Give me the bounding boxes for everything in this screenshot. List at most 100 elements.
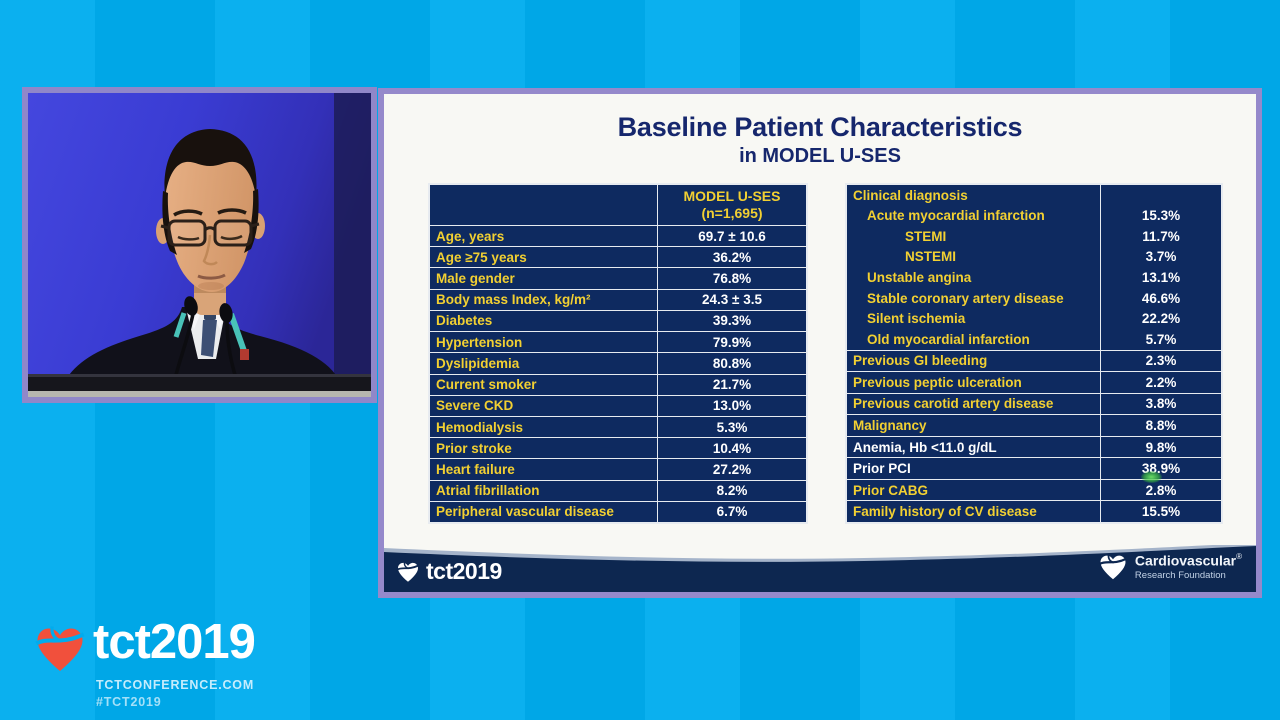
row-value: 36.2% bbox=[712, 249, 752, 265]
table-row: Male gender 76.8% bbox=[430, 267, 806, 289]
baseline-table-right: Clinical diagnosis Acute myocardial infa… bbox=[845, 183, 1223, 524]
group-header-value bbox=[1101, 185, 1221, 206]
row-label: Severe CKD bbox=[430, 395, 658, 416]
row-label: Anemia, Hb <11.0 g/dL bbox=[847, 436, 1101, 458]
hair-side-right bbox=[244, 189, 259, 253]
row-value: 9.8% bbox=[1145, 439, 1177, 455]
row-value: 69.7 ± 10.6 bbox=[698, 228, 766, 244]
row-label: Previous peptic ulceration bbox=[847, 372, 1101, 393]
crf-logo: Cardiovascular® Research Foundation bbox=[1098, 553, 1242, 581]
row-label: Malignancy bbox=[847, 415, 1101, 436]
row-value: 21.7% bbox=[712, 377, 752, 393]
table-header-row: MODEL U-SES (n=1,695) bbox=[430, 185, 806, 225]
row-label: Previous GI bleeding bbox=[847, 350, 1101, 372]
eyebrow-right bbox=[217, 208, 247, 215]
table-row: Family history of CV disease 15.5% bbox=[847, 500, 1221, 522]
tct-heart-icon bbox=[397, 561, 419, 582]
row-label: Silent ischemia bbox=[847, 308, 1101, 329]
table-row: Prior PCI 38.9% bbox=[847, 457, 1221, 479]
row-label: Male gender bbox=[430, 268, 658, 289]
slide-title: Baseline Patient Characteristics bbox=[617, 112, 1023, 142]
table-row: Anemia, Hb <11.0 g/dL 9.8% bbox=[847, 435, 1221, 458]
row-label: Stable coronary artery disease bbox=[847, 287, 1101, 309]
crf-heart-icon bbox=[1099, 554, 1127, 580]
group-header-row: Clinical diagnosis bbox=[847, 185, 1221, 206]
laser-pointer-dot bbox=[1141, 471, 1162, 483]
row-value: 80.8% bbox=[712, 355, 752, 371]
presenter-video-panel bbox=[22, 87, 377, 403]
row-label: Hemodialysis bbox=[430, 416, 658, 438]
table-row: Heart failure 27.2% bbox=[430, 458, 806, 480]
row-label: Hypertension bbox=[430, 332, 658, 353]
event-url: TCTCONFERENCE.COM bbox=[96, 678, 255, 692]
lanyard-strap bbox=[228, 313, 247, 352]
table-row: Age, years 69.7 ± 10.6 bbox=[430, 225, 806, 247]
table-row: NSTEMI 3.7% bbox=[847, 246, 1221, 268]
event-wordmark: tct2019 bbox=[93, 615, 256, 669]
podium-base bbox=[28, 391, 371, 397]
column-header-line1: MODEL U-SES bbox=[683, 187, 781, 204]
table-row: Previous GI bleeding 2.3% bbox=[847, 349, 1221, 372]
mic-head-right bbox=[219, 303, 233, 323]
table-row: Peripheral vascular disease 6.7% bbox=[430, 500, 806, 523]
row-label: Diabetes bbox=[430, 310, 658, 332]
row-label: Current smoker bbox=[430, 374, 658, 395]
row-label: Age ≥75 years bbox=[430, 247, 658, 268]
row-value: 13.0% bbox=[712, 398, 752, 414]
row-value: 15.3% bbox=[1141, 208, 1181, 224]
slide-footer: tct2019 Cardiovascular® Research Foundat… bbox=[384, 545, 1256, 592]
row-value: 39.3% bbox=[712, 313, 752, 329]
table-row: STEMI 11.7% bbox=[847, 226, 1221, 247]
group-header-label: Clinical diagnosis bbox=[847, 185, 1101, 206]
row-value: 5.7% bbox=[1145, 331, 1177, 347]
row-label: Age, years bbox=[430, 226, 658, 247]
presenter-tie bbox=[201, 320, 217, 357]
presenter-hair bbox=[164, 129, 257, 198]
row-value: 6.7% bbox=[716, 504, 748, 520]
footer-wordmark: tct2019 bbox=[426, 558, 502, 584]
mouth bbox=[197, 273, 226, 280]
row-value: 10.4% bbox=[712, 440, 752, 456]
table-row: Acute myocardial infarction 15.3% bbox=[847, 205, 1221, 227]
row-value: 11.7% bbox=[1142, 228, 1180, 244]
table-row: Previous carotid artery disease 3.8% bbox=[847, 392, 1221, 415]
podium-edge bbox=[28, 374, 371, 377]
row-label: Dyslipidemia bbox=[430, 353, 658, 374]
row-value: 2.2% bbox=[1145, 374, 1177, 390]
row-label: Prior PCI bbox=[847, 458, 1101, 479]
eye-right bbox=[220, 234, 243, 241]
presenter-face bbox=[165, 143, 256, 292]
row-label: STEMI bbox=[847, 226, 1101, 247]
mic-head-left bbox=[184, 296, 198, 316]
row-value: 8.2% bbox=[716, 483, 748, 499]
row-value: 3.7% bbox=[1145, 249, 1177, 265]
row-label: Peripheral vascular disease bbox=[430, 501, 658, 523]
row-label: Heart failure bbox=[430, 459, 658, 480]
lanyard-strap-left bbox=[173, 312, 187, 338]
tct2019-footer-logo: tct2019 bbox=[396, 558, 502, 585]
row-value: 22.2% bbox=[1141, 311, 1181, 327]
table-row: Stable coronary artery disease 46.6% bbox=[847, 287, 1221, 309]
crf-name: Cardiovascular bbox=[1134, 552, 1237, 569]
row-value: 27.2% bbox=[712, 462, 752, 478]
baseline-table-left: MODEL U-SES (n=1,695) Age, years 69.7 ± 1… bbox=[428, 183, 808, 524]
crf-text: Cardiovascular® Research Foundation bbox=[1135, 553, 1242, 580]
table-row: Old myocardial infarction 5.7% bbox=[847, 328, 1221, 350]
table-row: Age ≥75 years 36.2% bbox=[430, 246, 806, 268]
glasses-lens-right bbox=[213, 219, 253, 247]
slide-subtitle: in MODEL U-SES bbox=[739, 145, 901, 167]
badge bbox=[240, 349, 249, 360]
row-label: Body mass Index, kg/m² bbox=[430, 289, 658, 310]
row-value: 8.8% bbox=[1145, 417, 1177, 433]
presentation-slide: Baseline Patient Characteristics in MODE… bbox=[378, 88, 1262, 598]
row-label: Acute myocardial infarction bbox=[847, 205, 1101, 227]
glasses-bridge bbox=[203, 226, 217, 232]
eye-left bbox=[177, 235, 200, 241]
mic-stem-left bbox=[174, 313, 195, 376]
table-row: Previous peptic ulceration 2.2% bbox=[847, 371, 1221, 393]
row-value: 3.8% bbox=[1145, 396, 1177, 412]
table-row: Diabetes 39.3% bbox=[430, 309, 806, 332]
glasses-lens-left bbox=[167, 219, 207, 247]
table-row: Hypertension 79.9% bbox=[430, 331, 806, 353]
table-row: Dyslipidemia 80.8% bbox=[430, 352, 806, 374]
